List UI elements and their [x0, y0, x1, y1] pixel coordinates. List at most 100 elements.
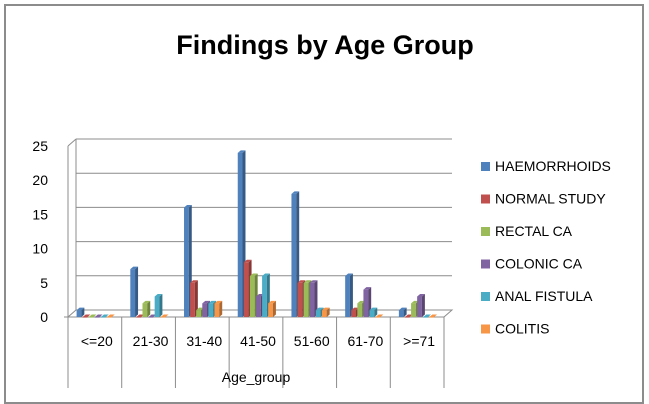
bar-front: [291, 193, 297, 317]
bar-front: [315, 310, 321, 317]
bar-side: [272, 300, 276, 317]
y-tick-label: 20: [32, 172, 48, 188]
bar-front: [411, 303, 416, 317]
bar-side: [326, 307, 330, 317]
bar-front: [130, 269, 136, 317]
bar-front: [142, 303, 148, 317]
bar-side: [421, 293, 425, 317]
bar-colitis-51-60: [321, 307, 330, 317]
bar-top: [303, 280, 312, 283]
bar-top: [130, 266, 139, 270]
bar-front: [107, 317, 112, 318]
bar-front: [249, 275, 255, 317]
bar-side: [349, 273, 353, 317]
bar-top: [76, 307, 85, 311]
bar-colitis-20: [107, 314, 115, 318]
bar-front: [309, 282, 315, 317]
legend-label: COLONIC CA: [495, 256, 583, 272]
legend-swatch: [481, 292, 490, 301]
bar-top: [423, 314, 431, 317]
bar-front: [303, 282, 309, 317]
bar-top: [268, 300, 276, 304]
bar-front: [88, 317, 94, 318]
legend-label: RECTAL CA: [495, 223, 573, 239]
bar-front: [262, 275, 267, 317]
bar-side: [403, 307, 407, 317]
bar-side: [81, 307, 85, 317]
bar-front: [398, 310, 404, 317]
bar-top: [375, 314, 384, 317]
bar-haemorrhoids-61-70: [345, 273, 353, 317]
bar-top: [309, 280, 318, 283]
bar-normal-study-71: [404, 314, 413, 318]
bar-top: [363, 287, 372, 290]
bar-colonic-ca-21-30: [148, 314, 157, 318]
bar-front: [423, 317, 428, 318]
bar-side: [147, 300, 151, 317]
legend-item-colitis: COLITIS: [481, 321, 549, 337]
bar-front: [154, 296, 160, 317]
x-tick-label: 31-40: [186, 333, 222, 349]
bar-side: [219, 300, 223, 317]
x-tick-label: 21-30: [133, 333, 169, 349]
bar-front: [351, 310, 357, 317]
bar-top: [184, 205, 192, 208]
bar-haemorrhoids-21-30: [130, 266, 139, 317]
bar-top: [243, 259, 252, 263]
bar-front: [76, 310, 82, 317]
bar-front: [243, 262, 249, 317]
y-tick-label: 5: [40, 275, 48, 291]
bar-top: [88, 314, 97, 317]
bar-front: [345, 275, 350, 317]
x-tick-label: 61-70: [348, 333, 384, 349]
bar-front: [417, 296, 422, 317]
y-tick-label: 15: [32, 206, 48, 222]
legend-label: COLITIS: [495, 321, 549, 337]
bar-front: [214, 303, 220, 317]
legend-swatch: [481, 194, 490, 204]
bar-colonic-ca-71: [417, 293, 425, 317]
bar-normal-study-20: [82, 314, 91, 318]
bar-front: [375, 317, 381, 318]
bar-top: [297, 280, 306, 283]
bar-rectal-ca-20: [88, 314, 97, 318]
bar-front: [268, 303, 273, 317]
bar-front: [148, 317, 154, 318]
bar-front: [100, 317, 106, 318]
bar-top: [160, 314, 169, 317]
bar-chart: Findings by Age Group 0 5 10 15 20 25 <=20 21-3…: [32, 30, 611, 388]
legend-item-anal-fistula: ANAL FISTULA: [481, 288, 593, 304]
bar-top: [148, 314, 157, 317]
legend-label: HAEMORRHOIDS: [495, 158, 611, 174]
bar-top: [315, 307, 324, 311]
bar-front: [429, 317, 435, 318]
bar-top: [291, 191, 300, 194]
legend-label: NORMAL STUDY: [495, 191, 606, 207]
bar-top: [202, 300, 211, 304]
bar-side: [194, 280, 198, 317]
x-axis-label: Age_group: [222, 369, 291, 385]
bar-front: [256, 296, 261, 317]
chart-title: Findings by Age Group: [176, 30, 474, 60]
bar-top: [190, 280, 198, 283]
bar-top: [208, 300, 217, 304]
x-tick-label: >=71: [403, 333, 435, 349]
bar-colitis-41-50: [268, 300, 276, 317]
bar-side: [135, 266, 139, 317]
legend-label: ANAL FISTULA: [495, 288, 593, 304]
bar-normal-study-21-30: [136, 314, 145, 318]
bar-haemorrhoids-71: [398, 307, 407, 317]
bar-colonic-ca-51-60: [309, 280, 318, 317]
bar-top: [107, 314, 115, 317]
bar-top: [136, 314, 145, 317]
bar-top: [417, 293, 425, 297]
bar-front: [202, 303, 208, 317]
bar-colonic-ca-20: [94, 314, 103, 318]
bar-top: [82, 314, 91, 317]
bar-front: [94, 317, 100, 318]
bar-front: [136, 317, 142, 318]
bar-front: [196, 310, 201, 317]
bar-side: [159, 293, 163, 317]
legend-item-normal-study: NORMAL STUDY: [481, 191, 606, 207]
bar-colitis-31-40: [214, 300, 223, 317]
